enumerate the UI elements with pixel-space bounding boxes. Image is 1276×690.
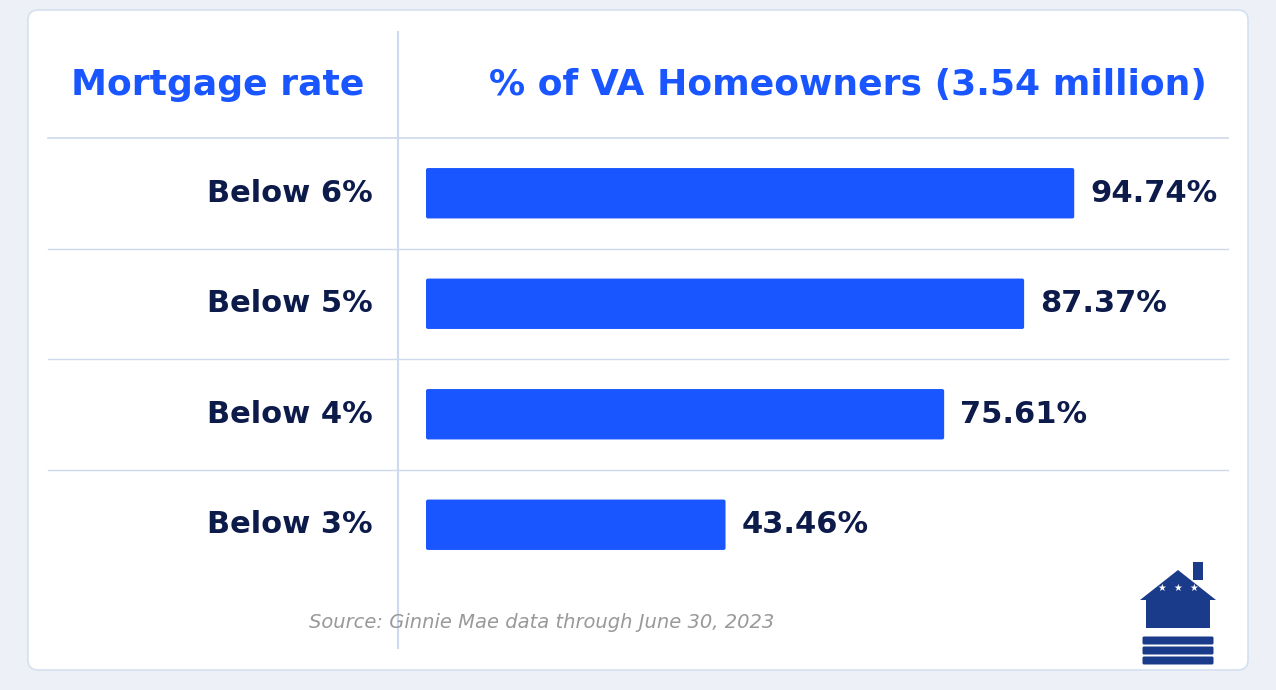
Text: Source: Ginnie Mae data through June 30, 2023: Source: Ginnie Mae data through June 30,… — [309, 613, 775, 631]
Text: Mortgage rate: Mortgage rate — [71, 68, 365, 102]
FancyBboxPatch shape — [426, 168, 1074, 219]
Text: ★: ★ — [1157, 583, 1166, 593]
FancyBboxPatch shape — [426, 500, 726, 550]
FancyBboxPatch shape — [426, 279, 1025, 329]
FancyBboxPatch shape — [28, 10, 1248, 670]
Text: Below 5%: Below 5% — [207, 289, 373, 318]
Text: Below 3%: Below 3% — [208, 510, 373, 540]
Bar — [1146, 600, 1210, 628]
FancyBboxPatch shape — [1142, 647, 1213, 655]
FancyBboxPatch shape — [426, 389, 944, 440]
Text: 75.61%: 75.61% — [960, 400, 1087, 428]
Text: ★: ★ — [1189, 583, 1198, 593]
Text: 87.37%: 87.37% — [1040, 289, 1168, 318]
FancyBboxPatch shape — [1142, 656, 1213, 664]
Text: % of VA Homeowners (3.54 million): % of VA Homeowners (3.54 million) — [489, 68, 1207, 102]
Polygon shape — [1139, 570, 1216, 600]
Text: Below 6%: Below 6% — [207, 179, 373, 208]
Bar — [1193, 562, 1203, 580]
FancyBboxPatch shape — [1142, 636, 1213, 644]
Text: 43.46%: 43.46% — [741, 510, 869, 540]
Text: 94.74%: 94.74% — [1090, 179, 1217, 208]
Text: Below 4%: Below 4% — [207, 400, 373, 428]
Text: ★: ★ — [1174, 583, 1183, 593]
